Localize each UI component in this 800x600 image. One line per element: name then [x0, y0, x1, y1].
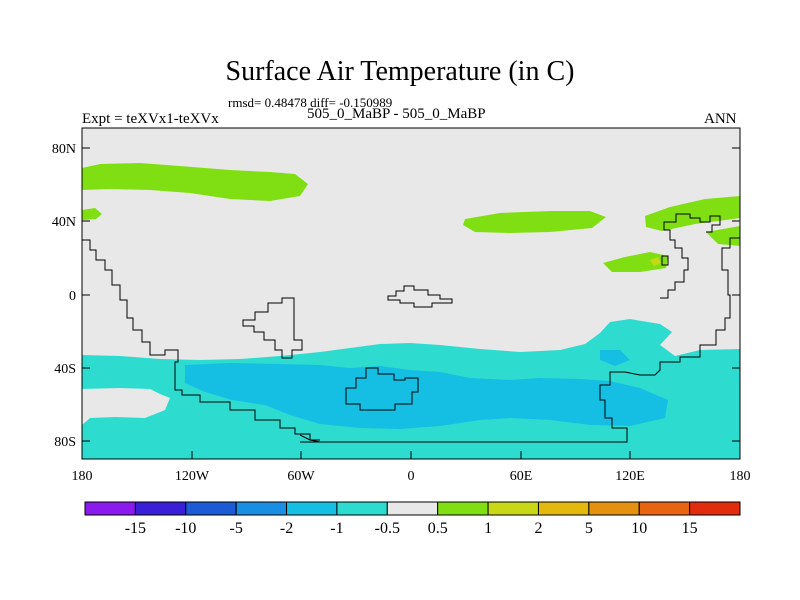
colorbar-swatch [84, 501, 136, 516]
colorbar-swatch [537, 501, 590, 516]
colorbar-labels: -15 -10 -5 -2 -1 -0.5 0.5 1 2 5 10 15 [125, 520, 698, 537]
colorbar-label: -0.5 [375, 520, 400, 537]
y-tick-label: 40N [52, 215, 76, 230]
x-tick-label: 120W [175, 469, 210, 484]
x-tick-label: 60W [287, 469, 315, 484]
coastline-africa [242, 297, 303, 359]
colorbar-swatch [437, 501, 489, 516]
colorbar-swatch [286, 501, 338, 516]
colorbar-label: 5 [585, 520, 593, 537]
warm-region-small-west [82, 208, 102, 220]
x-tick-labels: 180 120W 60W 0 60E 120E 180 [72, 469, 751, 484]
colorbar-label: -5 [229, 520, 242, 537]
y-tick-labels: 80N 40N 0 40S 80S [52, 142, 76, 450]
colorbar-label: 15 [682, 520, 698, 537]
y-tick-label: 40S [54, 362, 76, 377]
colorbar-label: -10 [175, 520, 196, 537]
warm-region-south-asia [603, 252, 668, 272]
colorbar-swatch [134, 501, 187, 516]
x-tick-label: 180 [72, 469, 93, 484]
y-tick-label: 80N [52, 142, 76, 157]
warm-region-pacific [706, 226, 740, 246]
colorbar-label: -1 [330, 520, 343, 537]
stats-line: rmsd= 0.48478 diff= -0.150989 [228, 95, 393, 110]
colorbar-swatch [487, 501, 539, 516]
coastlines [82, 213, 740, 443]
warm-region-north-america [82, 163, 308, 201]
warm-region-europe [463, 211, 606, 233]
cool-region-atlantic [185, 363, 668, 429]
colorbar-swatch [185, 501, 237, 516]
warm-spot-south-asia [650, 257, 661, 266]
colorbar-label: -15 [125, 520, 146, 537]
season-label: ANN [704, 111, 737, 127]
coastline-small-asia [661, 255, 669, 266]
cool-region-pacific-south [600, 350, 630, 366]
x-tick-label: 120E [615, 469, 645, 484]
colorbar-label: 10 [631, 520, 647, 537]
coastline-australia [345, 367, 419, 411]
colorbar-swatch [588, 501, 640, 516]
colorbar-label: 0.5 [428, 520, 448, 537]
coastline-asia [660, 213, 721, 299]
colorbar-swatch [336, 501, 388, 516]
case-label: 505_0_MaBP - 505_0_MaBP [307, 106, 486, 122]
y-tick-label: 80S [54, 435, 76, 450]
axis-ticks [81, 147, 741, 459]
coastline-antarctica [300, 237, 740, 443]
y-tick-label: 0 [69, 289, 76, 304]
coastline-southern-loop [299, 434, 321, 443]
coastline-south-america [82, 239, 320, 441]
map-field [82, 128, 740, 459]
colorbar-swatch [386, 501, 439, 516]
colorbar [84, 501, 741, 516]
x-tick-label: 0 [408, 469, 415, 484]
colorbar-label: 2 [534, 520, 542, 537]
experiment-label: Expt = teXVx1-teXVx [82, 111, 219, 127]
x-tick-label: 60E [510, 469, 533, 484]
colorbar-swatch [235, 501, 288, 516]
colorbar-swatch [638, 501, 691, 516]
colorbar-label: 1 [484, 520, 492, 537]
colorbar-swatch [689, 501, 741, 516]
colorbar-label: -2 [280, 520, 293, 537]
x-tick-label: 180 [730, 469, 751, 484]
coastline-island [387, 285, 453, 308]
plot-title: Surface Air Temperature (in C) [225, 56, 575, 87]
